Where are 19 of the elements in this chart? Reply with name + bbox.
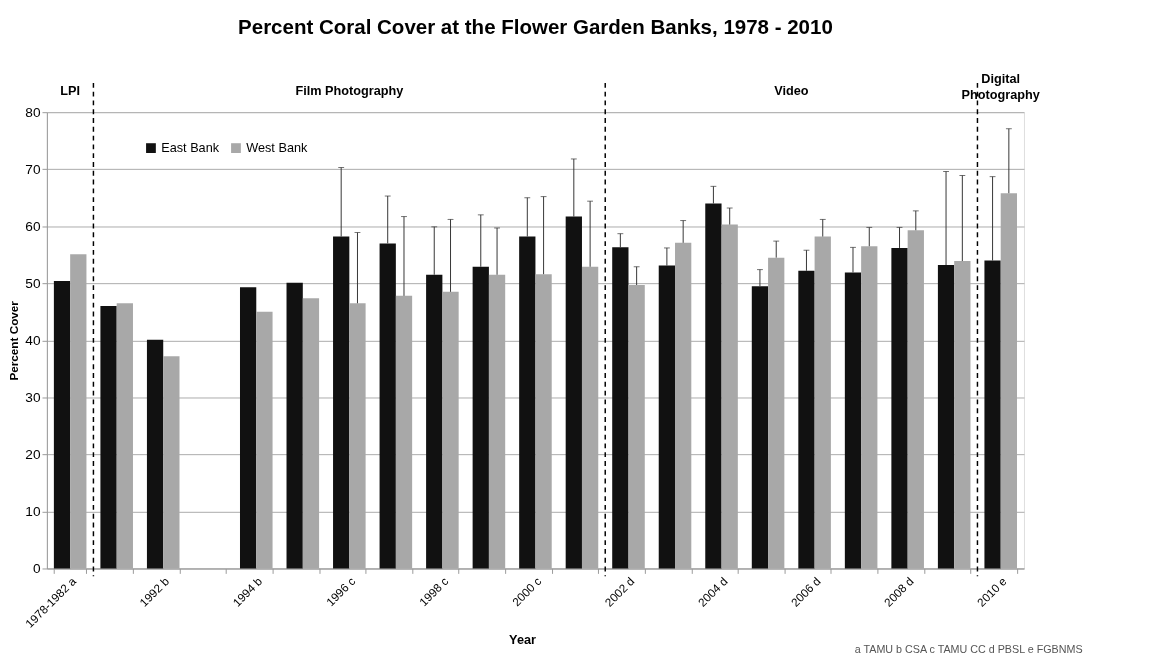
text: Digital Photography bbox=[961, 71, 1040, 102]
chart-title: Percent Coral Cover at the Flower Garden Banks, 1978 - 2010 bbox=[238, 15, 833, 39]
y-tick-label: 20 bbox=[25, 446, 41, 462]
text: Film Photography bbox=[295, 83, 404, 98]
text: LPI bbox=[60, 83, 81, 98]
text: Video bbox=[774, 83, 809, 98]
y-tick-label: 80 bbox=[25, 104, 41, 120]
y-tick-label: 60 bbox=[25, 218, 41, 234]
y-tick-label: 10 bbox=[25, 503, 41, 519]
y-tick-label: 0 bbox=[32, 560, 41, 576]
legend-label: East Bank bbox=[161, 141, 220, 156]
y-tick-label: 30 bbox=[25, 389, 41, 405]
y-axis-title: Percent Cover bbox=[7, 300, 21, 381]
y-tick-label: 70 bbox=[25, 161, 41, 177]
legend-label: West Bank bbox=[246, 141, 308, 156]
x-axis-title: Year bbox=[509, 632, 536, 647]
text: a TAMU b CSA c TAMU CC d PBSL e FGBNMS bbox=[854, 642, 1083, 655]
y-tick-label: 40 bbox=[25, 332, 41, 348]
y-tick-label: 50 bbox=[25, 275, 41, 291]
